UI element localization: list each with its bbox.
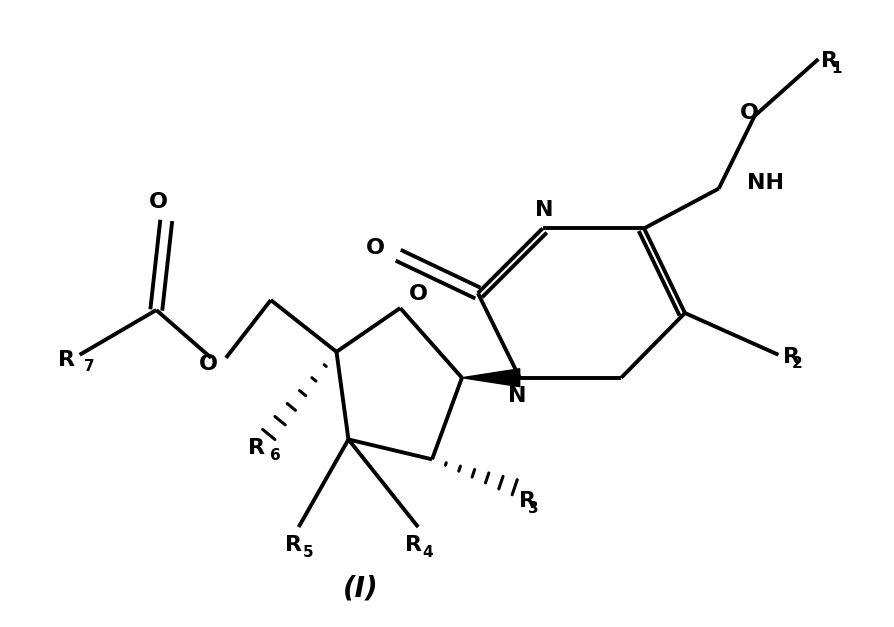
Text: 7: 7 <box>84 359 95 374</box>
Polygon shape <box>461 369 519 387</box>
Text: R: R <box>821 51 838 71</box>
Text: 5: 5 <box>303 545 314 560</box>
Text: O: O <box>198 354 217 374</box>
Text: R: R <box>57 350 74 370</box>
Text: 4: 4 <box>422 545 433 560</box>
Text: 6: 6 <box>270 448 281 463</box>
Text: R: R <box>404 535 421 555</box>
Text: N: N <box>508 386 527 406</box>
Text: N: N <box>535 201 553 221</box>
Text: O: O <box>366 238 384 258</box>
Text: O: O <box>148 192 167 213</box>
Text: O: O <box>409 284 427 304</box>
Text: 1: 1 <box>830 61 840 76</box>
Text: R: R <box>781 347 798 367</box>
Text: R: R <box>519 491 536 511</box>
Text: O: O <box>739 103 758 123</box>
Text: 3: 3 <box>527 501 538 516</box>
Text: R: R <box>248 438 265 458</box>
Text: R: R <box>285 535 302 555</box>
Text: NH: NH <box>746 172 783 192</box>
Text: (I): (I) <box>342 575 378 603</box>
Text: 2: 2 <box>791 357 802 371</box>
